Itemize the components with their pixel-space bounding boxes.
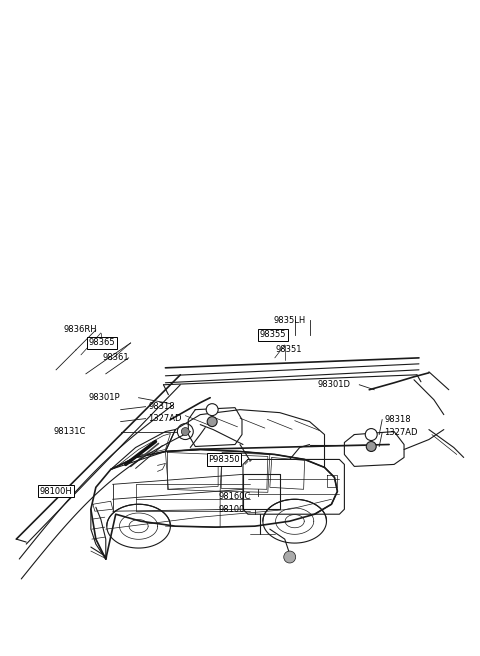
Circle shape bbox=[284, 551, 296, 563]
Circle shape bbox=[365, 428, 377, 441]
Text: P98350: P98350 bbox=[208, 455, 240, 464]
Text: 98365: 98365 bbox=[89, 338, 116, 348]
Text: 1327AD: 1327AD bbox=[384, 428, 418, 437]
Text: 98318: 98318 bbox=[384, 415, 411, 424]
Text: 98301P: 98301P bbox=[89, 393, 120, 402]
Text: 98318: 98318 bbox=[148, 402, 175, 411]
Text: 98301D: 98301D bbox=[318, 380, 350, 389]
Text: 9835LH: 9835LH bbox=[274, 316, 306, 325]
Circle shape bbox=[206, 403, 218, 416]
Text: 98160C: 98160C bbox=[218, 492, 251, 501]
Circle shape bbox=[207, 417, 217, 426]
Text: 98131C: 98131C bbox=[53, 427, 85, 436]
Text: 98100H: 98100H bbox=[39, 487, 72, 496]
Text: 98355: 98355 bbox=[260, 331, 287, 339]
Circle shape bbox=[366, 441, 376, 451]
Text: 98351: 98351 bbox=[276, 346, 302, 354]
Text: 98361: 98361 bbox=[103, 354, 130, 362]
Text: 9836RH: 9836RH bbox=[63, 325, 96, 335]
Text: 1327AD: 1327AD bbox=[148, 414, 182, 423]
Text: 98100: 98100 bbox=[218, 504, 244, 514]
Circle shape bbox=[181, 428, 189, 436]
